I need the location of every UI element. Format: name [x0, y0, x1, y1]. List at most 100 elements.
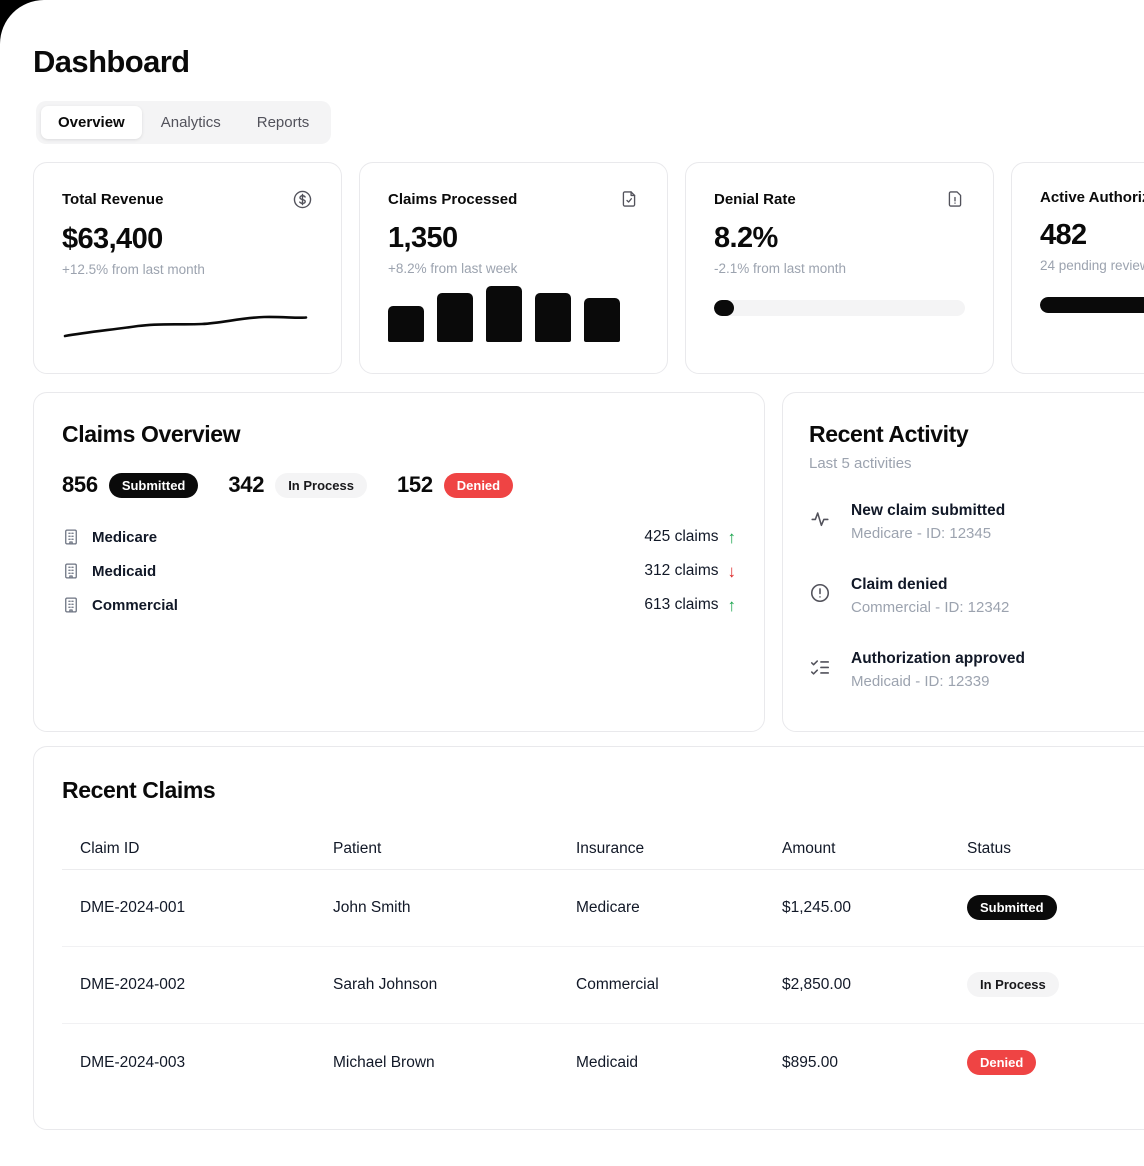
stat-card-header: Claims Processed	[388, 189, 639, 209]
claims-count: 425 claims	[644, 528, 719, 545]
status-badge-denied: Denied	[967, 1049, 1037, 1075]
amount-cell: $1,245.00	[782, 899, 851, 916]
stat-count: 342	[228, 472, 265, 497]
insurance-cell: Medicare	[576, 899, 640, 916]
insurer-claims-group: 425 claims ↑	[644, 528, 736, 546]
insurance-cell: Medicaid	[576, 1053, 639, 1071]
tab-reports[interactable]: Reports	[256, 114, 310, 131]
table-row: DME-2024-001 John Smith Medicare $1,245.…	[62, 870, 1144, 947]
status-badge-submitted: Submitted	[967, 895, 1057, 920]
column-header-status: Status	[967, 839, 1011, 857]
stat-card-active-authorizations: Active Authorizations 482 24 pending rev…	[1011, 162, 1144, 374]
insurer-name: Medicare	[92, 528, 158, 546]
stat-card-denial-rate: Denial Rate 8.2% -2.1% from last month	[685, 162, 994, 374]
activity-subtitle: Medicaid - ID: 12339	[851, 673, 990, 690]
stat-count: 152	[396, 472, 433, 497]
stat-subtext: -2.1% from last month	[714, 261, 847, 276]
activity-list: New claim submitted Medicare - ID: 12345…	[809, 502, 1144, 690]
revenue-sparkline	[63, 315, 308, 338]
stat-card-header: Total Revenue	[62, 189, 313, 210]
activity-subtitle: Commercial - ID: 12342	[851, 599, 1010, 616]
recent-activity-panel: Recent Activity Last 5 activities New cl…	[782, 392, 1144, 732]
stat-value: 1,350	[388, 222, 458, 254]
table-row: DME-2024-003 Michael Brown Medicaid $895…	[62, 1024, 1144, 1101]
recent-activity-subtitle: Last 5 activities	[809, 455, 912, 472]
bar	[584, 297, 620, 342]
tab-overview[interactable]: Overview	[41, 106, 142, 139]
recent-claims-table: Claim ID Patient Insurance Amount Status…	[62, 828, 1144, 1101]
tab-bar: Overview Analytics Reports	[36, 101, 332, 144]
status-badge-in-process: In Process	[275, 472, 367, 498]
recent-activity-title: Recent Activity	[809, 421, 969, 447]
bar	[486, 286, 522, 342]
insurer-name: Medicaid	[92, 562, 157, 580]
activity-title: Claim denied	[851, 576, 948, 593]
stat-subtext: +12.5% from last month	[62, 262, 205, 277]
column-header-patient: Patient	[333, 839, 382, 857]
column-header-claim-id: Claim ID	[80, 839, 140, 857]
claim-id-cell: DME-2024-003	[80, 1053, 186, 1071]
patient-cell: John Smith	[333, 899, 411, 916]
claims-stat-in-process: 342 In Process	[228, 472, 367, 498]
alert-circle-icon	[809, 576, 851, 616]
activity-item-claim-denied: Claim denied Commercial - ID: 12342	[809, 576, 1144, 616]
building-icon	[62, 562, 80, 580]
list-checks-icon	[809, 650, 851, 690]
stat-value: 482	[1040, 219, 1087, 251]
progress-fill	[714, 300, 735, 316]
progress-fill	[1040, 297, 1144, 313]
stat-label: Denial Rate	[714, 190, 796, 208]
page-title: Dashboard	[33, 44, 190, 79]
claim-id-cell: DME-2024-002	[80, 976, 186, 993]
claims-stat-denied: 152 Denied	[396, 472, 514, 498]
stat-value: 8.2%	[714, 222, 778, 254]
activity-text: Claim denied Commercial - ID: 12342	[851, 576, 1009, 616]
insurance-cell: Commercial	[576, 976, 659, 993]
circle-dollar-icon	[292, 189, 313, 210]
list-item-medicare: Medicare 425 claims ↑	[62, 526, 736, 548]
building-icon	[62, 528, 80, 546]
claims-mini-bar-chart	[388, 284, 639, 342]
activity-item-authorization-approved: Authorization approved Medicaid - ID: 12…	[809, 650, 1144, 690]
status-badge-denied: Denied	[443, 472, 514, 498]
status-badge-submitted: Submitted	[108, 472, 199, 498]
claims-count: 613 claims	[644, 596, 719, 613]
amount-cell: $2,850.00	[782, 976, 851, 993]
insurer-list: Medicare 425 claims ↑ Medicaid	[62, 526, 736, 616]
tab-analytics[interactable]: Analytics	[160, 114, 221, 131]
insurer-name: Commercial	[92, 596, 178, 614]
stat-label: Active Authorizations	[1040, 189, 1144, 206]
denial-rate-progress	[714, 300, 965, 316]
stat-card-header: Active Authorizations	[1040, 189, 1144, 206]
stat-value: $63,400	[62, 223, 163, 255]
file-warning-icon	[945, 189, 965, 209]
stat-subtext: +8.2% from last week	[388, 261, 518, 276]
activity-text: New claim submitted Medicare - ID: 12345	[851, 502, 1005, 542]
stat-subtext: 24 pending review	[1040, 258, 1144, 273]
status-cell: In Process	[949, 972, 1144, 997]
activity-text: Authorization approved Medicaid - ID: 12…	[851, 650, 1025, 690]
status-badge-in-process: In Process	[967, 972, 1059, 997]
bar	[388, 306, 424, 342]
stat-cards-row: Total Revenue $63,400 +12.5% from last m…	[33, 162, 1144, 374]
insurer-claims-group: 312 claims ↓	[644, 562, 736, 580]
claims-overview-title: Claims Overview	[62, 421, 241, 447]
stat-card-header: Denial Rate	[714, 189, 965, 209]
patient-cell: Sarah Johnson	[333, 976, 438, 993]
claims-stats-row: 856 Submitted 342 In Process 152 Denied	[62, 472, 736, 498]
table-row: DME-2024-002 Sarah Johnson Commercial $2…	[62, 947, 1144, 1024]
activity-item-claim-submitted: New claim submitted Medicare - ID: 12345	[809, 502, 1144, 542]
stat-card-total-revenue: Total Revenue $63,400 +12.5% from last m…	[33, 162, 342, 374]
column-header-amount: Amount	[782, 839, 836, 857]
patient-cell: Michael Brown	[333, 1053, 435, 1071]
status-cell: Denied	[949, 1049, 1144, 1075]
recent-claims-panel: Recent Claims Claim ID Patient Insurance…	[33, 746, 1144, 1130]
column-header-insurance: Insurance	[576, 839, 645, 857]
authorizations-progress	[1040, 297, 1144, 313]
stat-label: Total Revenue	[62, 191, 164, 208]
stat-label: Claims Processed	[388, 190, 518, 208]
middle-row: Claims Overview 856 Submitted 342 In Pro…	[33, 392, 1144, 732]
trend-down-icon: ↓	[727, 561, 737, 581]
table-header-row: Claim ID Patient Insurance Amount Status	[62, 828, 1144, 870]
